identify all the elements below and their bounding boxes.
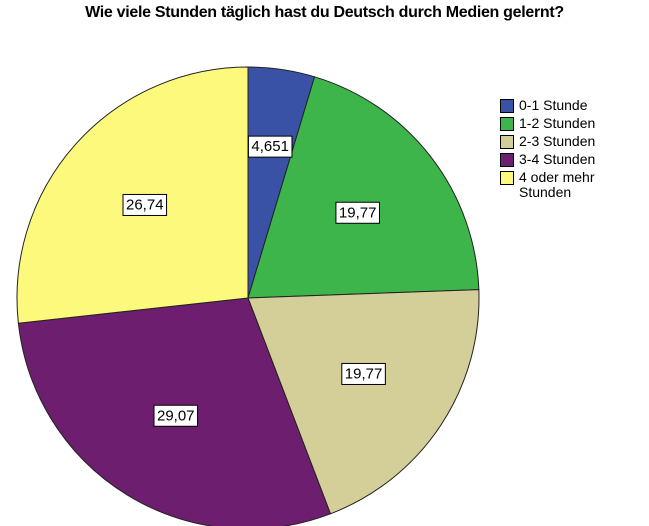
chart-title-text: Wie viele Stunden täglich hast du Deutsc… xyxy=(85,4,564,21)
pie-slice xyxy=(247,76,480,299)
value-label-group: 4,651 xyxy=(247,135,293,158)
legend-swatch xyxy=(500,135,514,149)
legend-label: 4 oder mehr Stunden xyxy=(519,169,595,200)
pie-slice xyxy=(247,289,480,515)
legend-item: 3-4 Stunden xyxy=(500,152,629,167)
chart-title: Wie viele Stunden täglich hast du Deutsc… xyxy=(0,4,649,21)
value-label-box xyxy=(247,135,293,158)
value-label-box xyxy=(122,193,168,216)
legend-label: 2-3 Stunden xyxy=(519,133,596,149)
value-label-group: 26,74 xyxy=(122,193,168,216)
legend-swatch xyxy=(500,99,514,113)
legend-item: 0-1 Stunde xyxy=(500,98,629,113)
legend-label: 3-4 Stunden xyxy=(519,151,596,167)
value-label-group: 19,77 xyxy=(341,362,386,385)
legend-item: 4 oder mehr Stunden xyxy=(500,170,629,200)
value-label: 19,77 xyxy=(345,365,383,382)
legend-label: 0-1 Stunde xyxy=(519,97,588,113)
value-label-group: 29,07 xyxy=(153,404,199,427)
value-label-box xyxy=(335,201,380,224)
legend-swatch xyxy=(500,171,514,185)
value-label-box xyxy=(153,404,199,427)
value-label-group: 19,77 xyxy=(335,201,380,224)
value-label-box xyxy=(341,362,386,385)
legend-swatch xyxy=(500,117,514,131)
legend-item: 2-3 Stunden xyxy=(500,134,629,149)
legend-item: 1-2 Stunden xyxy=(500,116,629,131)
value-label: 19,77 xyxy=(339,204,377,221)
value-label: 26,74 xyxy=(126,196,164,213)
value-label: 4,651 xyxy=(251,138,289,155)
value-label: 29,07 xyxy=(157,407,195,424)
legend: 0-1 Stunde 1-2 Stunden 2-3 Stunden 3-4 Stun… xyxy=(500,98,629,203)
legend-label: 1-2 Stunden xyxy=(519,115,596,131)
legend-swatch xyxy=(500,153,514,167)
